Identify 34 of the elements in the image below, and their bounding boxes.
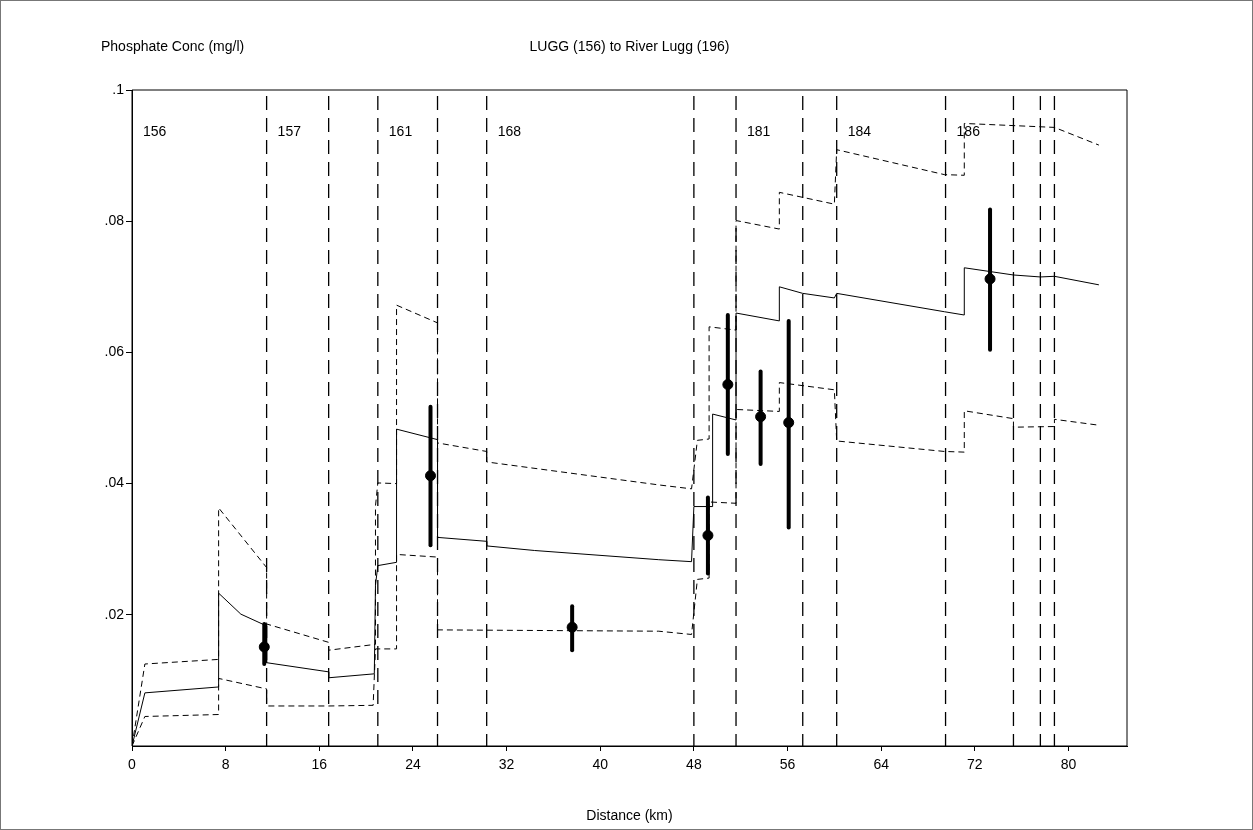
x-tick-label: 8 — [221, 756, 230, 773]
y-tick-label: .04 — [104, 474, 125, 491]
point — [984, 273, 996, 285]
y-tick-label: .02 — [104, 605, 125, 622]
point — [783, 417, 795, 429]
y-axis-title: Phosphate Conc (mg/l) — [101, 38, 245, 54]
point — [755, 411, 767, 423]
chart-title: LUGG (156) to River Lugg (196) — [529, 38, 730, 54]
annotation: 156 — [143, 122, 167, 139]
x-tick-label: 56 — [779, 756, 796, 773]
annotation: 186 — [956, 122, 981, 139]
x-tick-label: 40 — [592, 756, 609, 773]
x-axis-title: Distance (km) — [586, 807, 673, 824]
annotation: 161 — [388, 122, 413, 139]
point — [702, 529, 714, 541]
x-tick-label: 72 — [967, 756, 983, 773]
y-tick-label: .08 — [104, 212, 125, 229]
x-tick-label: 16 — [311, 756, 328, 773]
x-tick-label: 24 — [405, 756, 421, 773]
point — [722, 379, 734, 391]
annotation: 181 — [747, 122, 771, 139]
annotation: 168 — [497, 122, 522, 139]
y-tick-label: .06 — [104, 343, 125, 360]
x-tick-label: 64 — [873, 756, 890, 773]
x-tick-label: 0 — [128, 756, 137, 773]
annotation: 184 — [847, 122, 872, 139]
x-tick-label: 32 — [498, 756, 515, 773]
y-tick-label: .1 — [112, 80, 125, 97]
annotation: 157 — [277, 122, 302, 139]
x-tick-label: 80 — [1060, 756, 1077, 773]
x-tick-label: 48 — [686, 756, 702, 773]
point — [566, 621, 578, 633]
point — [258, 641, 270, 653]
point — [425, 470, 436, 482]
